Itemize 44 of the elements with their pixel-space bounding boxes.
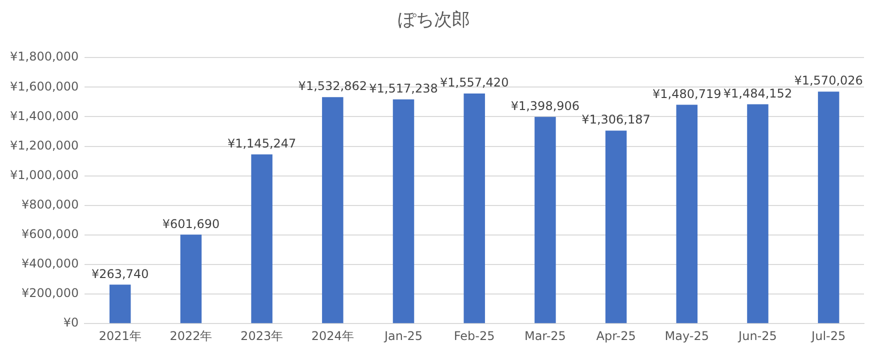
y-tick-label: ¥1,400,000 (10, 108, 79, 123)
bar (322, 97, 344, 324)
y-tick-label: ¥1,800,000 (10, 50, 79, 64)
y-tick-label: ¥400,000 (21, 256, 79, 271)
chart-title: ぽち次郎 (398, 9, 470, 30)
data-label: ¥1,306,187 (582, 112, 650, 127)
x-tick-label: Jan-25 (383, 328, 423, 343)
x-tick-label: 2024年 (311, 328, 354, 343)
bar (110, 284, 131, 324)
data-label: ¥1,532,862 (298, 79, 368, 94)
bar (251, 154, 272, 324)
x-tick-label: Apr-25 (596, 328, 636, 343)
data-label: ¥263,740 (91, 266, 149, 281)
y-tick-label: ¥800,000 (21, 198, 79, 212)
data-label: ¥1,557,420 (440, 76, 509, 90)
x-tick-label: May-25 (664, 328, 709, 343)
data-label: ¥1,398,906 (510, 99, 580, 113)
data-label: ¥1,570,026 (794, 74, 863, 88)
x-tick-label: Mar-25 (524, 328, 566, 343)
x-tick-label: Jul-25 (810, 328, 846, 343)
bar (605, 130, 627, 324)
bar (818, 92, 840, 324)
y-tick-label: ¥1,200,000 (10, 138, 79, 152)
data-label: ¥1,517,238 (369, 82, 438, 96)
bar (464, 93, 485, 324)
bar (180, 234, 202, 324)
data-label: ¥601,690 (162, 216, 220, 231)
data-label: ¥1,484,152 (723, 86, 792, 100)
bar (534, 116, 556, 324)
y-tick-label: ¥1,600,000 (10, 79, 79, 94)
y-tick-label: ¥200,000 (21, 286, 79, 300)
bar (676, 104, 698, 324)
bar (747, 104, 768, 324)
data-label: ¥1,480,719 (652, 86, 722, 101)
x-tick-label: Feb-25 (454, 328, 495, 343)
data-label: ¥1,145,247 (227, 136, 296, 150)
y-tick-label: ¥0 (63, 316, 79, 330)
y-tick-label: ¥600,000 (21, 227, 79, 242)
x-tick-label: 2022年 (170, 328, 212, 343)
x-tick-label: 2023年 (240, 328, 284, 343)
x-tick-label: Jun-25 (738, 328, 777, 343)
x-tick-label: 2021年 (98, 328, 142, 343)
y-tick-label: ¥1,000,000 (10, 168, 79, 182)
bar (392, 99, 414, 324)
